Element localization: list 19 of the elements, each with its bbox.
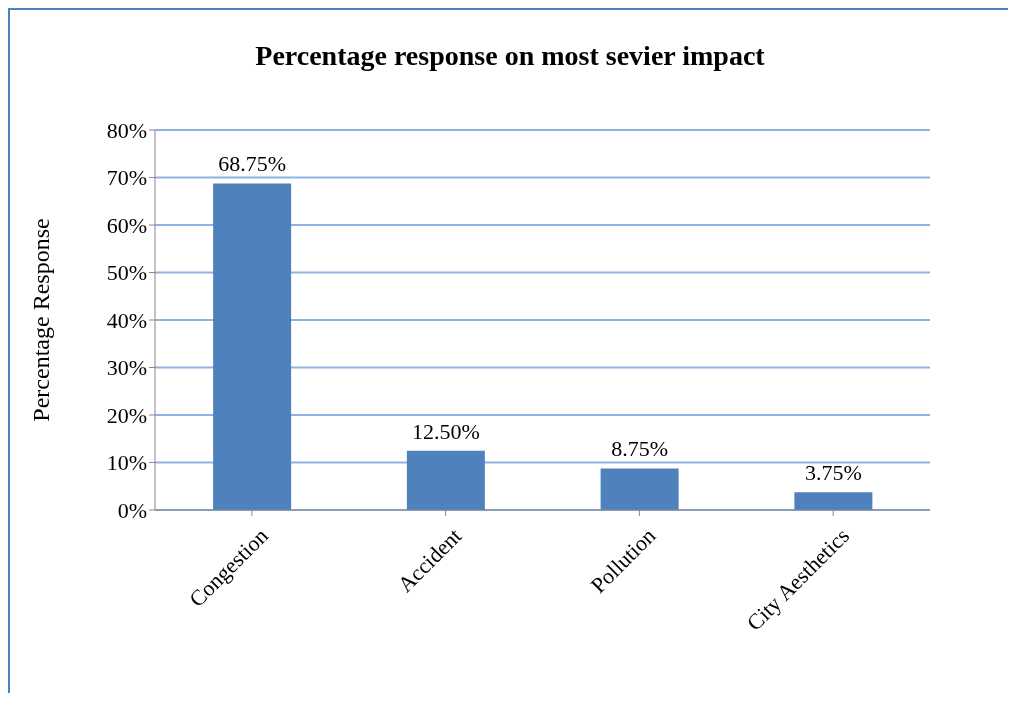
y-tick-label: 30% — [106, 355, 147, 381]
bar — [406, 450, 485, 510]
y-tick-label: 10% — [106, 450, 147, 476]
y-tick-label: 20% — [106, 402, 147, 428]
data-label: 8.75% — [611, 436, 669, 462]
bar — [600, 468, 679, 510]
y-axis-title: Percentage Response — [27, 218, 54, 422]
data-label: 12.50% — [411, 418, 480, 444]
y-tick-label: 70% — [106, 165, 147, 191]
data-label: 3.75% — [804, 460, 862, 486]
data-label: 68.75% — [218, 151, 287, 177]
y-tick-label: 0% — [117, 497, 147, 523]
y-tick-label: 80% — [106, 117, 147, 143]
bar — [794, 492, 873, 510]
chart-title: Percentage response on most sevier impact — [254, 40, 766, 72]
bar — [213, 183, 292, 510]
y-tick-label: 50% — [106, 260, 147, 286]
y-tick-label: 60% — [106, 212, 147, 238]
y-tick-label: 40% — [106, 307, 147, 333]
